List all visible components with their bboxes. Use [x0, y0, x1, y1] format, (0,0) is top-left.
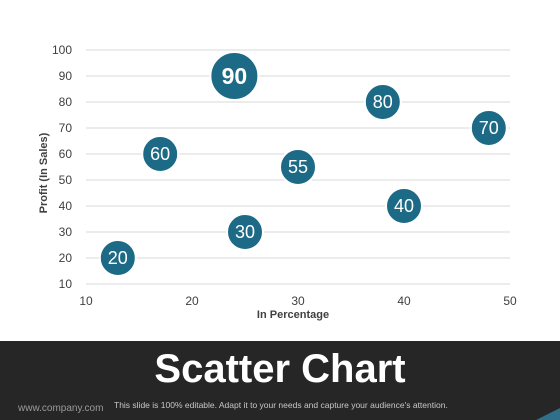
footer-website: www.company.com — [18, 403, 104, 414]
y-tick-30: 30 — [59, 225, 73, 239]
y-tick-70: 70 — [59, 121, 73, 135]
x-tick-40: 40 — [397, 294, 411, 308]
data-point-2 — [209, 51, 260, 101]
footer-accent-shape — [536, 408, 560, 420]
data-label-6: 40 — [394, 196, 414, 216]
data-label-2: 90 — [222, 63, 248, 89]
data-label-0: 20 — [108, 248, 128, 268]
footer-note: This slide is 100% editable. Adapt it to… — [114, 400, 448, 410]
x-tick-10: 10 — [79, 294, 93, 308]
data-point-7 — [469, 109, 508, 147]
footer-bar: Scatter Chart www.company.com This slide… — [0, 341, 560, 420]
y-tick-labels: 10 20 30 40 50 60 70 80 90 100 — [52, 43, 72, 291]
data-label-1: 60 — [150, 144, 170, 164]
x-tick-labels: 10 20 30 40 50 — [79, 294, 517, 308]
data-label-3: 30 — [235, 222, 255, 242]
y-tick-80: 80 — [59, 95, 73, 109]
y-tick-10: 10 — [59, 277, 73, 291]
data-label-5: 80 — [373, 92, 393, 112]
x-tick-50: 50 — [503, 294, 517, 308]
data-point-0 — [98, 239, 137, 277]
y-axis-label: Profit (In Sales) — [38, 132, 50, 213]
x-tick-30: 30 — [291, 294, 305, 308]
data-point-3 — [226, 213, 264, 251]
y-tick-100: 100 — [52, 43, 72, 57]
y-tick-50: 50 — [59, 173, 73, 187]
data-point-6 — [385, 187, 423, 225]
x-tick-20: 20 — [185, 294, 199, 308]
y-tick-40: 40 — [59, 199, 73, 213]
slide-title: Scatter Chart — [154, 347, 406, 391]
data-label-7: 70 — [479, 118, 499, 138]
data-point-5 — [363, 83, 402, 121]
y-tick-90: 90 — [59, 69, 73, 83]
y-tick-20: 20 — [59, 251, 73, 265]
data-label-4: 55 — [288, 157, 308, 177]
x-axis-label: In Percentage — [257, 309, 329, 321]
y-tick-60: 60 — [59, 147, 73, 161]
data-points: 20 60 90 30 55 80 40 70 — [98, 51, 508, 277]
data-point-1 — [141, 135, 180, 173]
data-point-4 — [279, 148, 317, 186]
scatter-chart: 10 20 30 40 50 60 70 80 90 100 10 20 30 40 50 Profit … — [38, 43, 517, 321]
